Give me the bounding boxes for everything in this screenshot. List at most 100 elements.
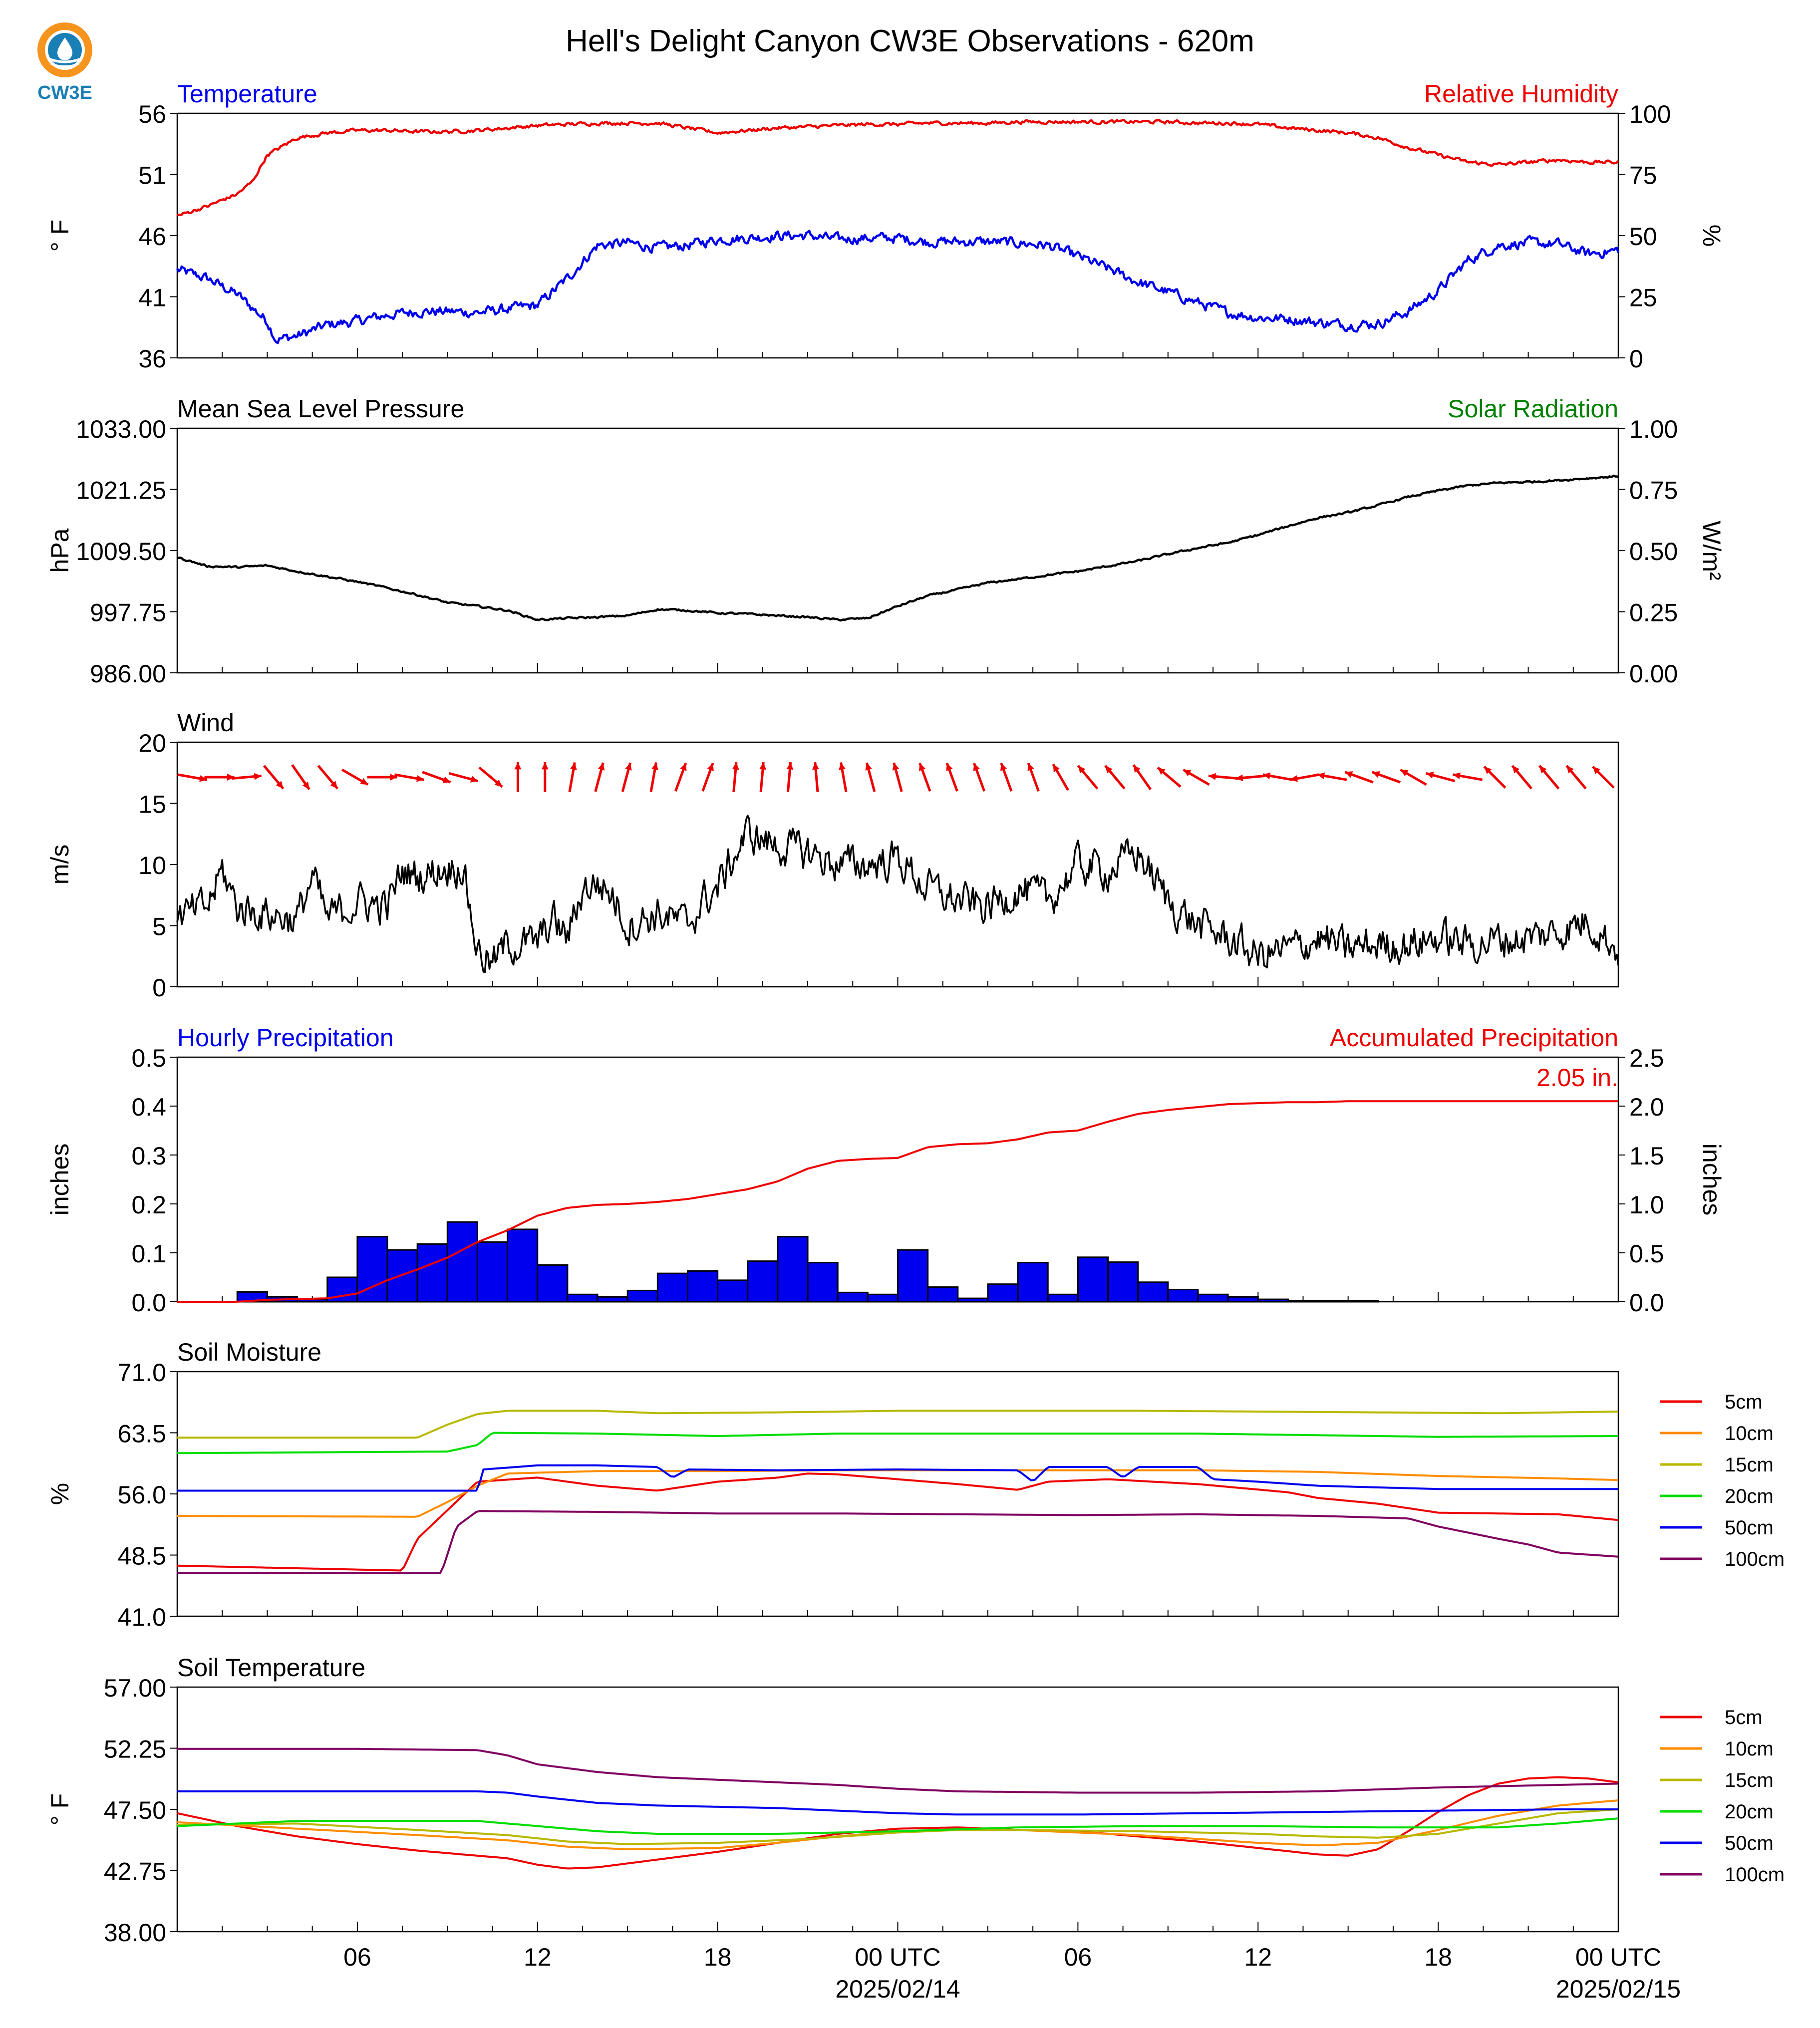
wind-arrow-head	[973, 763, 980, 771]
accumulated-total-label: 2.05 in.	[1536, 1064, 1618, 1092]
precip-bar	[747, 1260, 779, 1303]
wind-arrow	[394, 773, 424, 782]
panel-pressure: 986.00 997.75 1009.50 1021.25 1033.00 0.00 0.2…	[46, 395, 1726, 688]
y-tick-label-left: 36	[138, 345, 166, 373]
y-tick-label-left: 51	[138, 162, 166, 190]
wind-arrow-head	[1345, 771, 1353, 778]
wind-arrow-head	[1263, 772, 1271, 780]
x-tick-label: 00 UTC	[1575, 1943, 1661, 1971]
wind-arrow-head	[1290, 775, 1298, 782]
precip-bar	[656, 1272, 688, 1303]
y-tick-label-right: 75	[1629, 162, 1657, 190]
wind-arrow-head	[1426, 772, 1434, 779]
y-tick-label-left: 38.00	[104, 1919, 166, 1947]
wind-arrow	[1344, 771, 1374, 784]
y-tick-label-left: 56.0	[118, 1481, 166, 1509]
precip-bar	[1257, 1298, 1289, 1303]
y-tick-label-left: 71.0	[118, 1359, 166, 1387]
y-tick-label-left: 63.5	[118, 1420, 166, 1448]
wind-arrow-head	[227, 774, 235, 781]
wind-arrow	[204, 774, 235, 781]
x-date-label: 2025/02/14	[835, 1975, 960, 2003]
wind-arrow-head	[1078, 766, 1086, 774]
wind-arrow-head	[651, 762, 658, 770]
wind-arrow-head	[1512, 766, 1520, 774]
wind-arrow	[1317, 772, 1347, 781]
wind-arrow-head	[1133, 765, 1141, 773]
wind-arrow	[449, 772, 479, 783]
legend-label: 5cm	[1725, 1391, 1763, 1413]
series-line-wind	[176, 815, 1619, 973]
y-axis-label-left: inches	[46, 1144, 74, 1216]
wind-arrow	[1565, 765, 1587, 790]
y-tick-label-left: 20	[138, 729, 166, 757]
wind-arrow	[786, 762, 794, 793]
legend-label: 100cm	[1725, 1864, 1785, 1886]
precip-bar	[1197, 1293, 1229, 1303]
y-tick-label-left: 57.00	[104, 1674, 166, 1702]
wind-arrow	[1000, 762, 1013, 792]
series-line-15cm	[177, 1808, 1619, 1845]
y-tick-label-left: 0.5	[131, 1044, 166, 1072]
precip-bar	[416, 1243, 448, 1303]
wind-arrow-head	[892, 763, 900, 771]
series-line-50cm	[177, 1464, 1618, 1492]
wind-arrow	[1262, 772, 1293, 781]
precip-bar	[1287, 1300, 1319, 1303]
precip-bar	[777, 1236, 809, 1303]
wind-arrow-head	[416, 775, 424, 782]
figure-title: Hell's Delight Canyon CW3E Observations …	[566, 24, 1254, 58]
precip-bar	[837, 1291, 869, 1303]
y-tick-label-right: 2.0	[1629, 1093, 1664, 1121]
series-line-5cm	[177, 1472, 1619, 1572]
wind-arrow	[1157, 766, 1182, 788]
wind-arrow	[945, 762, 958, 792]
x-tick-label: 18	[704, 1943, 732, 1971]
wind-arrow-head	[1453, 772, 1461, 780]
wind-arrow	[568, 762, 577, 792]
y-tick-label-left: 1021.25	[76, 477, 166, 505]
y-tick-label-right: 0.75	[1629, 477, 1678, 505]
wind-arrow-head	[276, 781, 284, 789]
panel-title-left: Soil Temperature	[177, 1654, 365, 1682]
wind-arrow-head	[1000, 763, 1007, 771]
wind-arrow-head	[570, 762, 577, 770]
y-tick-label-left: 15	[138, 791, 166, 819]
y-tick-label-right: 0.25	[1629, 599, 1678, 627]
y-tick-label-left: 1009.50	[76, 538, 166, 566]
wind-arrow-head	[360, 778, 368, 785]
series-line-15cm	[177, 1410, 1619, 1439]
panel-title-left: Wind	[177, 709, 234, 737]
precip-bar	[1227, 1296, 1259, 1303]
wind-arrow	[263, 765, 285, 790]
y-tick-label-left: 46	[138, 223, 166, 251]
wind-arrow	[649, 762, 658, 792]
wind-arrow-head	[1027, 763, 1034, 771]
wind-arrow	[1511, 765, 1533, 790]
wind-arrow-head	[1539, 766, 1547, 774]
panel-title-left: Temperature	[177, 80, 317, 108]
panel-title-right: Relative Humidity	[1424, 80, 1618, 108]
series-line-100cm	[177, 1747, 1619, 1794]
precip-bar	[1317, 1300, 1349, 1303]
panel-title-left: Soil Moisture	[177, 1338, 321, 1366]
y-tick-label-left: 997.75	[90, 599, 166, 627]
wind-arrow-head	[625, 763, 632, 771]
wind-arrow	[1400, 768, 1427, 786]
wind-arrow	[1104, 765, 1126, 790]
precip-bar	[507, 1228, 539, 1303]
wind-arrow	[541, 762, 549, 792]
y-tick-label-left: 0.0	[131, 1289, 166, 1317]
wind-arrow-head	[541, 762, 549, 770]
wind-arrow	[291, 764, 310, 791]
legend-label: 10cm	[1725, 1423, 1774, 1445]
y-tick-label-right: 100	[1629, 100, 1671, 128]
y-axis-label-left: %	[46, 1483, 74, 1505]
wind-arrow	[1289, 773, 1320, 782]
wind-arrow-head	[598, 763, 605, 771]
precip-bar	[987, 1283, 1019, 1303]
y-tick-label-left: 0.4	[131, 1093, 166, 1121]
y-axis-label-left: m/s	[46, 845, 74, 885]
precip-bar	[1107, 1261, 1139, 1303]
